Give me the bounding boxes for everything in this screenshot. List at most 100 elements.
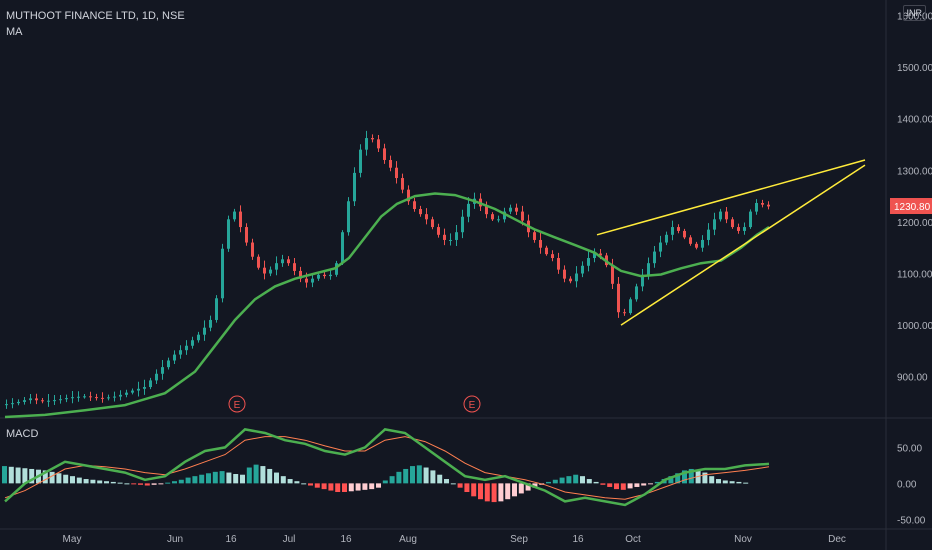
macd-histogram-bar [743, 482, 749, 484]
candle-body [725, 211, 728, 220]
macd-histogram-bar [641, 483, 647, 486]
candle-body [311, 278, 314, 283]
macd-histogram-bar [444, 479, 449, 484]
price-tick-label: 1200.00 [897, 218, 932, 229]
candle-body [359, 149, 362, 173]
candle-body [455, 232, 458, 240]
macd-histogram-bar [348, 483, 354, 492]
macd-histogram-bar [15, 467, 21, 484]
candle-body [695, 243, 698, 248]
candle-body [353, 172, 356, 202]
candle-body [185, 345, 188, 351]
price-tick-label: 1100.00 [897, 270, 932, 281]
candle-body [35, 398, 38, 401]
time-tick-label: Dec [828, 534, 846, 545]
macd-histogram-bar [362, 483, 368, 490]
candle-body [239, 211, 242, 228]
candle-body [719, 211, 722, 220]
macd-histogram-bar [260, 466, 266, 484]
macd-histogram-bar [389, 476, 395, 484]
macd-histogram-bar [627, 483, 633, 489]
macd-histogram-bar [233, 474, 239, 484]
macd-histogram-bar [709, 476, 715, 484]
candle-body [503, 211, 506, 220]
ma-indicator-label[interactable]: MA [6, 26, 23, 38]
candle-body [65, 398, 68, 400]
macd-line [4, 428, 770, 507]
macd-histogram-bar [423, 467, 429, 484]
candle-body [749, 211, 752, 228]
candle-body [233, 211, 236, 220]
candle-body [545, 247, 548, 255]
macd-histogram-bar [321, 483, 327, 490]
candle-body [377, 139, 380, 149]
macd-histogram-bar [212, 471, 218, 484]
macd-histogram-bar [478, 483, 483, 500]
earnings-marker-label: E [469, 400, 476, 411]
macd-histogram-bar [410, 466, 415, 484]
candle-body [701, 239, 704, 248]
candle-body [179, 350, 182, 355]
macd-histogram-bar [614, 483, 619, 490]
macd-histogram-bar [457, 483, 463, 488]
macd-histogram-bar [294, 481, 300, 484]
earnings-marker [463, 395, 481, 413]
candle-body [101, 397, 104, 399]
candle-body [461, 216, 464, 233]
time-tick-label: Oct [625, 534, 641, 545]
macd-histogram-bar [8, 466, 14, 484]
price-tick-label: 900.00 [897, 373, 928, 384]
candle-body [149, 380, 152, 388]
candle-body [119, 394, 122, 397]
last-price-text: 1230.80 [894, 202, 931, 213]
macd-tick-label: 0.00 [897, 479, 917, 490]
candle-body [347, 201, 350, 233]
candle-body [263, 267, 266, 274]
candle-body [389, 159, 392, 168]
candle-body [365, 138, 368, 150]
macd-histogram-bar [104, 481, 109, 484]
price-tick-label: 1600.00 [897, 11, 932, 22]
candle-body [515, 207, 518, 212]
candle-body [533, 232, 536, 240]
candle-body [137, 388, 140, 391]
macd-histogram-bar [586, 479, 592, 484]
candle-body [11, 403, 14, 405]
candle-body [587, 258, 590, 266]
symbol-title: MUTHOOT FINANCE LTD, 1D, NSE [6, 10, 185, 22]
candle-body [245, 227, 248, 243]
macd-histogram-bar [702, 472, 708, 484]
trendline [620, 164, 866, 326]
macd-histogram-bar [600, 483, 606, 485]
candle-body [467, 203, 470, 217]
macd-histogram-bar [722, 480, 728, 484]
price-tick-label: 1500.00 [897, 63, 932, 74]
macd-histogram-bar [56, 473, 62, 484]
candle-body [161, 367, 164, 374]
macd-histogram-bar [376, 483, 381, 488]
candle-body [665, 234, 668, 243]
macd-histogram-bar [566, 476, 572, 484]
price-tick-label: 1000.00 [897, 321, 932, 332]
candle-body [89, 396, 92, 398]
macd-histogram-bar [2, 466, 7, 484]
macd-histogram-bar [396, 471, 402, 484]
macd-histogram-bar [178, 479, 184, 484]
currency-badge[interactable]: INR [902, 5, 926, 21]
macd-histogram-bar [716, 479, 721, 484]
macd-histogram-bar [491, 483, 497, 503]
candle-body [659, 242, 662, 252]
candle-body [215, 298, 218, 320]
candle-body [287, 259, 290, 264]
macd-histogram-bar [90, 479, 96, 484]
macd-histogram-bar [559, 477, 565, 484]
moving-average-line [4, 192, 770, 419]
macd-histogram-bar [76, 477, 82, 484]
macd-histogram-bar [199, 474, 205, 484]
earnings-marker-label: E [234, 400, 241, 411]
candle-body [551, 254, 554, 259]
macd-indicator-label[interactable]: MACD [6, 428, 39, 440]
macd-histogram-bar [246, 467, 252, 484]
macd-histogram-bar [430, 470, 436, 484]
